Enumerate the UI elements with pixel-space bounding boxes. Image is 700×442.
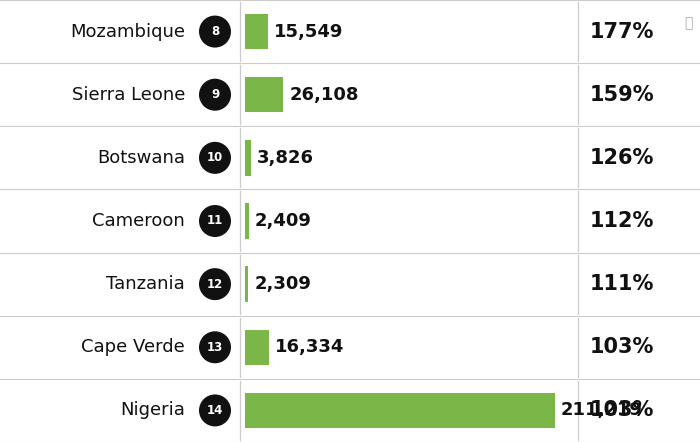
Text: 103%: 103% [590, 400, 655, 420]
Bar [245, 140, 251, 175]
Bar [245, 267, 248, 302]
Circle shape [199, 268, 231, 300]
Text: 3,826: 3,826 [257, 149, 314, 167]
Text: 2,409: 2,409 [255, 212, 312, 230]
Bar [245, 330, 269, 365]
Circle shape [199, 394, 231, 427]
Text: 159%: 159% [590, 85, 655, 105]
Text: 10: 10 [207, 151, 223, 164]
Text: Botswana: Botswana [97, 149, 185, 167]
Text: 12: 12 [207, 278, 223, 291]
Circle shape [199, 15, 231, 48]
Text: ⧉: ⧉ [684, 16, 692, 30]
Text: 11: 11 [207, 214, 223, 228]
Text: 16,334: 16,334 [275, 338, 344, 356]
Circle shape [199, 205, 231, 237]
Text: 26,108: 26,108 [289, 86, 359, 104]
Circle shape [199, 142, 231, 174]
Text: 126%: 126% [590, 148, 655, 168]
Text: 13: 13 [207, 341, 223, 354]
Text: Nigeria: Nigeria [120, 401, 185, 419]
Bar [245, 393, 555, 428]
Text: 2,309: 2,309 [254, 275, 312, 293]
Text: Tanzania: Tanzania [106, 275, 185, 293]
Text: 103%: 103% [590, 337, 655, 357]
Text: Cape Verde: Cape Verde [81, 338, 185, 356]
Text: Mozambique: Mozambique [70, 23, 185, 41]
Text: 8: 8 [211, 25, 219, 38]
Circle shape [199, 79, 231, 110]
Text: 211,219: 211,219 [561, 401, 643, 419]
Text: 112%: 112% [590, 211, 655, 231]
Text: 14: 14 [206, 404, 223, 417]
Bar [245, 77, 284, 112]
Text: 15,549: 15,549 [274, 23, 343, 41]
Text: 177%: 177% [590, 22, 655, 42]
Bar [245, 14, 268, 49]
Text: Sierra Leone: Sierra Leone [71, 86, 185, 104]
Bar [245, 203, 248, 239]
Circle shape [199, 332, 231, 363]
Text: Cameroon: Cameroon [92, 212, 185, 230]
Text: 9: 9 [211, 88, 219, 101]
Text: 111%: 111% [590, 274, 655, 294]
